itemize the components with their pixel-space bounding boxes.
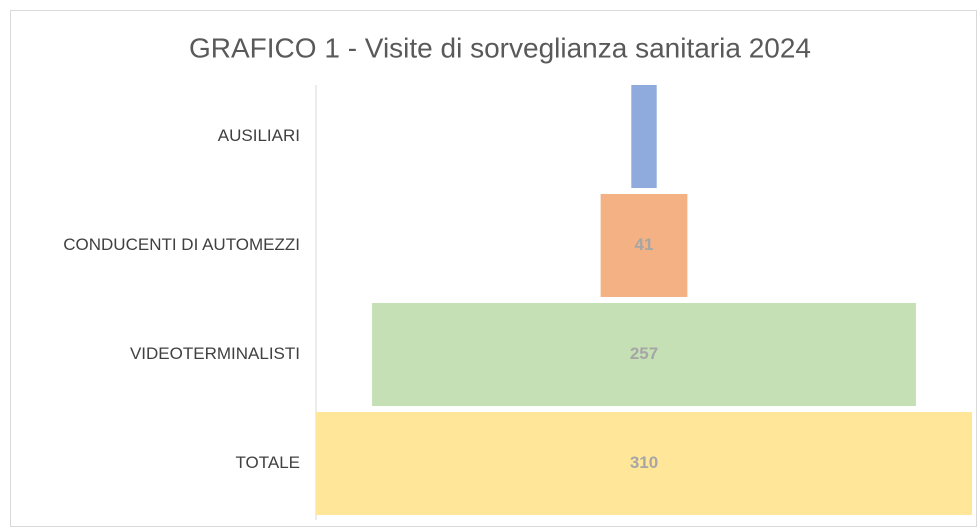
value-label: 41 — [635, 235, 654, 254]
category-label: VIDEOTERMINALISTI — [130, 344, 300, 363]
funnel-bar — [372, 303, 916, 406]
category-label: AUSILIARI — [218, 126, 300, 145]
chart-title: GRAFICO 1 - Visite di sorveglianza sanit… — [189, 32, 811, 63]
funnel-bar — [316, 412, 972, 515]
category-label: CONDUCENTI DI AUTOMEZZI — [63, 235, 300, 254]
value-label: 257 — [630, 344, 658, 363]
value-label: 310 — [630, 453, 658, 472]
funnel-bar — [600, 194, 688, 297]
funnel-bar — [631, 85, 657, 188]
category-label: TOTALE — [235, 453, 300, 472]
